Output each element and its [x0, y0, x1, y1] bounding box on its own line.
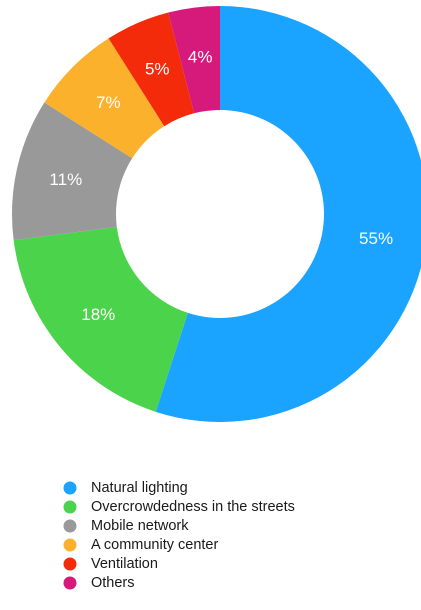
legend-swatch-overcrowdedness-in-the-streets	[63, 500, 77, 514]
legend-swatch-natural-lighting	[63, 481, 77, 495]
donut-slices	[11, 6, 421, 422]
slice-natural-lighting	[155, 6, 421, 422]
slice-label-natural-lighting: 55%	[359, 229, 393, 248]
slice-ventilation	[108, 12, 195, 127]
slice-mobile-network	[11, 102, 133, 241]
slice-label-ventilation: 5%	[145, 59, 170, 78]
donut-slice-labels: 55% 18% 11% 7% 5% 4%	[49, 48, 393, 324]
slice-a-community-center	[44, 38, 165, 159]
slice-overcrowdedness-in-the-streets	[13, 227, 188, 412]
legend-swatch-others	[63, 576, 77, 590]
legend-label-a-community-center: A community center	[91, 537, 218, 553]
legend-label-ventilation: Ventilation	[91, 556, 158, 572]
legend-swatch-ventilation	[63, 557, 77, 571]
legend-swatch-mobile-network	[63, 519, 77, 533]
slice-label-mobile-network: 11%	[49, 170, 82, 189]
legend-label-others: Others	[91, 575, 135, 591]
slice-label-others: 4%	[188, 48, 213, 67]
slice-others	[168, 6, 220, 114]
legend-label-natural-lighting: Natural lighting	[91, 480, 188, 496]
chart-legend: Natural lighting Overcrowdedness in the s…	[63, 480, 295, 591]
legend-swatch-a-community-center	[63, 538, 77, 552]
legend-label-overcrowdedness-in-the-streets: Overcrowdedness in the streets	[91, 499, 295, 515]
slice-label-overcrowdedness-in-the-streets: 18%	[81, 305, 115, 324]
slice-label-a-community-center: 7%	[96, 93, 121, 112]
legend-label-mobile-network: Mobile network	[91, 518, 189, 534]
